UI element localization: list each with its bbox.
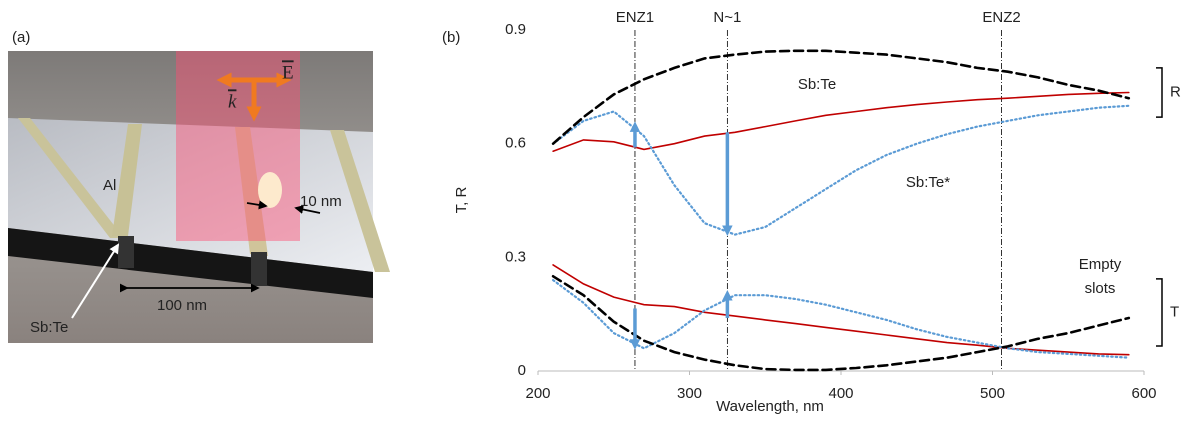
bracket-label: R bbox=[1170, 83, 1181, 100]
slot bbox=[235, 127, 268, 256]
y-tick-label: 0 bbox=[518, 362, 526, 379]
metal-edge bbox=[8, 228, 373, 298]
reference-label: ENZ2 bbox=[982, 9, 1020, 26]
y-axis-title: T, R bbox=[453, 187, 470, 214]
slot bbox=[112, 124, 142, 236]
metal-label: Al bbox=[103, 177, 116, 194]
panel-a-illustration: (a) Al Sb:Te 100 nm 10 nm k E bbox=[8, 29, 390, 343]
slot-gap bbox=[118, 236, 134, 268]
x-tick-label: 200 bbox=[525, 385, 550, 402]
series-line bbox=[552, 264, 1130, 356]
reference-label: N~1 bbox=[713, 9, 741, 26]
series-line bbox=[551, 49, 1131, 145]
bracket bbox=[1156, 67, 1163, 118]
series-label: Empty slots bbox=[1078, 256, 1122, 297]
x-tick-label: 500 bbox=[980, 385, 1005, 402]
y-tick-label: 0.6 bbox=[505, 135, 526, 152]
series-line bbox=[552, 91, 1130, 152]
series-line bbox=[551, 275, 1131, 372]
gap-arrow bbox=[246, 200, 268, 210]
period-label: 100 nm bbox=[157, 297, 207, 314]
x-tick-label: 400 bbox=[828, 385, 853, 402]
reference-label: ENZ1 bbox=[616, 9, 654, 26]
series-label: Sb:Te* bbox=[906, 174, 950, 191]
k-label: k bbox=[228, 91, 237, 112]
panel-label: (a) bbox=[12, 29, 30, 46]
bracket bbox=[1156, 278, 1163, 347]
slot bbox=[330, 130, 390, 272]
series-line bbox=[552, 104, 1130, 236]
pointer-arrow bbox=[71, 243, 120, 319]
slot-gap bbox=[251, 252, 267, 286]
series-label: Sb:Te bbox=[798, 76, 836, 93]
series-line bbox=[552, 279, 1130, 359]
e-label: E bbox=[282, 62, 294, 83]
bracket-label: T bbox=[1170, 303, 1179, 320]
x-tick-label: 300 bbox=[677, 385, 702, 402]
gap-arrow bbox=[294, 205, 321, 214]
metal-surface bbox=[8, 118, 373, 272]
gap-label: 10 nm bbox=[300, 193, 342, 210]
panel-label: (b) bbox=[442, 29, 460, 46]
slot-label: Sb:Te bbox=[30, 319, 68, 336]
y-tick-label: 0.9 bbox=[505, 21, 526, 38]
y-tick-label: 0.3 bbox=[505, 248, 526, 265]
slot bbox=[18, 118, 124, 238]
hot-spot bbox=[258, 172, 282, 208]
x-tick-label: 600 bbox=[1131, 385, 1156, 402]
x-axis-title: Wavelength, nm bbox=[716, 398, 824, 415]
